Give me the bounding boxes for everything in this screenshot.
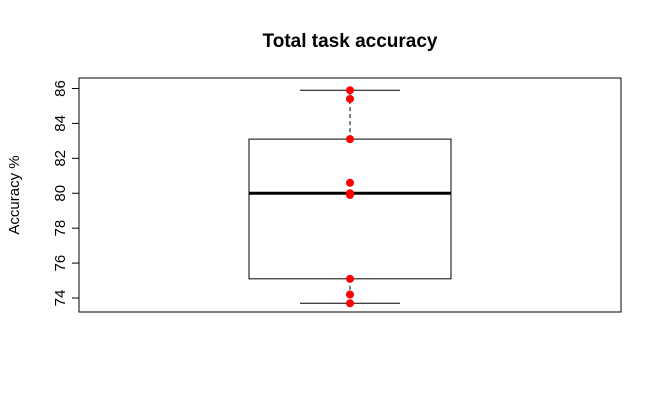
y-tick-label-80: 80	[52, 185, 69, 202]
y-tick-label-86: 86	[52, 80, 69, 97]
iqr-box	[248, 138, 452, 280]
y-tick-label-84: 84	[52, 115, 69, 132]
data-point-2	[346, 135, 354, 144]
data-point-8	[346, 299, 354, 308]
y-axis: 74 76 78 80 82 84 86	[52, 80, 80, 307]
data-point-0	[346, 86, 354, 95]
data-points	[346, 86, 354, 308]
y-tick-label-74: 74	[52, 290, 69, 307]
data-point-3	[346, 178, 354, 187]
y-axis-label: Accuracy %	[6, 155, 23, 234]
data-point-1	[346, 94, 354, 103]
y-tick-label-82: 82	[52, 150, 69, 167]
y-tick-label-76: 76	[52, 255, 69, 272]
data-point-7	[346, 290, 354, 299]
y-tick-label-78: 78	[52, 220, 69, 237]
data-point-5	[346, 191, 354, 199]
chart-title: Total task accuracy	[263, 31, 438, 52]
data-point-6	[346, 274, 354, 283]
box-group	[248, 89, 452, 304]
